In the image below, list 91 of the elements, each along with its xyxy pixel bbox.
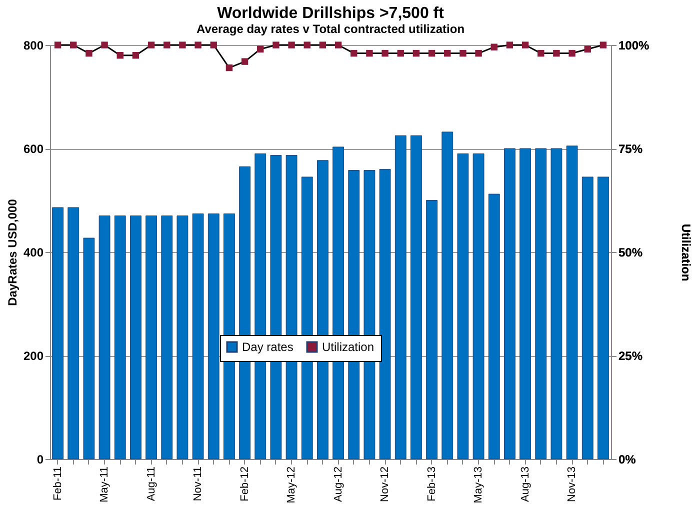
point: [397, 50, 404, 57]
point: [210, 42, 217, 48]
y2-tick-label: 75%: [618, 142, 643, 156]
point: [241, 58, 248, 65]
x-tick-label: May-11: [98, 466, 111, 502]
chart-subtitle: Average day rates v Total contracted utilization: [196, 22, 465, 36]
bar: [224, 213, 235, 460]
legend-label: Utilization: [322, 340, 374, 354]
point: [366, 50, 373, 57]
y-tick-label: 200: [23, 349, 44, 363]
x-tick-label: May-12: [286, 466, 298, 504]
point: [288, 42, 295, 48]
bar: [83, 238, 95, 460]
bar: [504, 148, 516, 460]
bar: [146, 216, 157, 460]
y-tick-label: 400: [23, 246, 44, 260]
x-tick-label: Aug-11: [145, 466, 158, 502]
y-tick-label: 600: [23, 142, 44, 156]
point: [522, 42, 529, 48]
point: [304, 42, 310, 48]
y2-axis-title: Utilization: [679, 224, 694, 282]
point: [226, 64, 233, 72]
point: [101, 42, 108, 48]
point: [460, 50, 466, 57]
bar: [161, 216, 173, 460]
x-tick-label: Aug-12: [332, 466, 344, 502]
point: [553, 50, 560, 57]
point: [194, 42, 202, 48]
bar: [520, 148, 531, 460]
point: [132, 52, 140, 59]
x-tick-label: Feb-11: [52, 466, 64, 501]
bar: [98, 216, 110, 460]
point: [506, 42, 514, 48]
legend-label: Day rates: [242, 340, 294, 354]
x-tick-label: Aug-13: [519, 466, 532, 502]
point: [584, 46, 591, 52]
point: [382, 50, 388, 57]
bar: [488, 194, 500, 460]
bar: [68, 207, 80, 460]
bar: [566, 146, 578, 460]
bar: [208, 213, 220, 460]
bar: [426, 200, 438, 460]
point: [179, 42, 186, 48]
bar: [535, 148, 547, 460]
bar: [176, 216, 188, 460]
point: [475, 50, 482, 57]
bar: [582, 176, 594, 460]
point: [86, 50, 92, 57]
point: [600, 42, 607, 48]
y-tick-label: 0: [36, 452, 44, 466]
point: [538, 50, 544, 57]
y2-tick-label: 50%: [618, 246, 643, 260]
point: [164, 42, 170, 48]
point: [350, 50, 358, 57]
point: [272, 42, 280, 48]
point: [148, 42, 155, 48]
point: [444, 50, 451, 57]
point: [412, 50, 420, 57]
bar: [410, 135, 422, 460]
y-tick-label: 800: [23, 38, 44, 52]
x-tick-label: May-13: [472, 466, 485, 504]
chart-title: Worldwide Drillships >7,500 ft: [217, 5, 445, 22]
x-tick-label: Nov-11: [192, 466, 204, 502]
bar: [442, 132, 454, 460]
x-tick-label: Nov-13: [566, 466, 578, 502]
bar: [472, 153, 484, 460]
y-axis-title: DayRates USD,000: [5, 198, 20, 306]
bar: [598, 176, 609, 460]
bar: [550, 148, 562, 460]
bar: [379, 168, 391, 460]
x-tick-label: Feb-13: [426, 466, 438, 502]
point: [334, 42, 342, 48]
point: [568, 50, 576, 57]
bar: [192, 213, 204, 460]
bar: [130, 216, 142, 460]
x-tick-label: Nov-12: [379, 466, 392, 502]
point: [257, 46, 264, 52]
point: [428, 50, 436, 57]
bar: [52, 207, 64, 460]
y2-tick-label: 0%: [618, 452, 636, 466]
point: [490, 44, 498, 50]
y2-tick-label: 100%: [618, 38, 650, 52]
bar: [394, 135, 406, 460]
point: [70, 42, 77, 48]
point: [319, 42, 326, 48]
y2-tick-label: 25%: [618, 349, 643, 363]
point: [54, 42, 62, 48]
bar: [114, 216, 126, 460]
bar: [457, 153, 469, 460]
point: [116, 52, 124, 59]
x-tick-label: Feb-12: [238, 466, 251, 502]
